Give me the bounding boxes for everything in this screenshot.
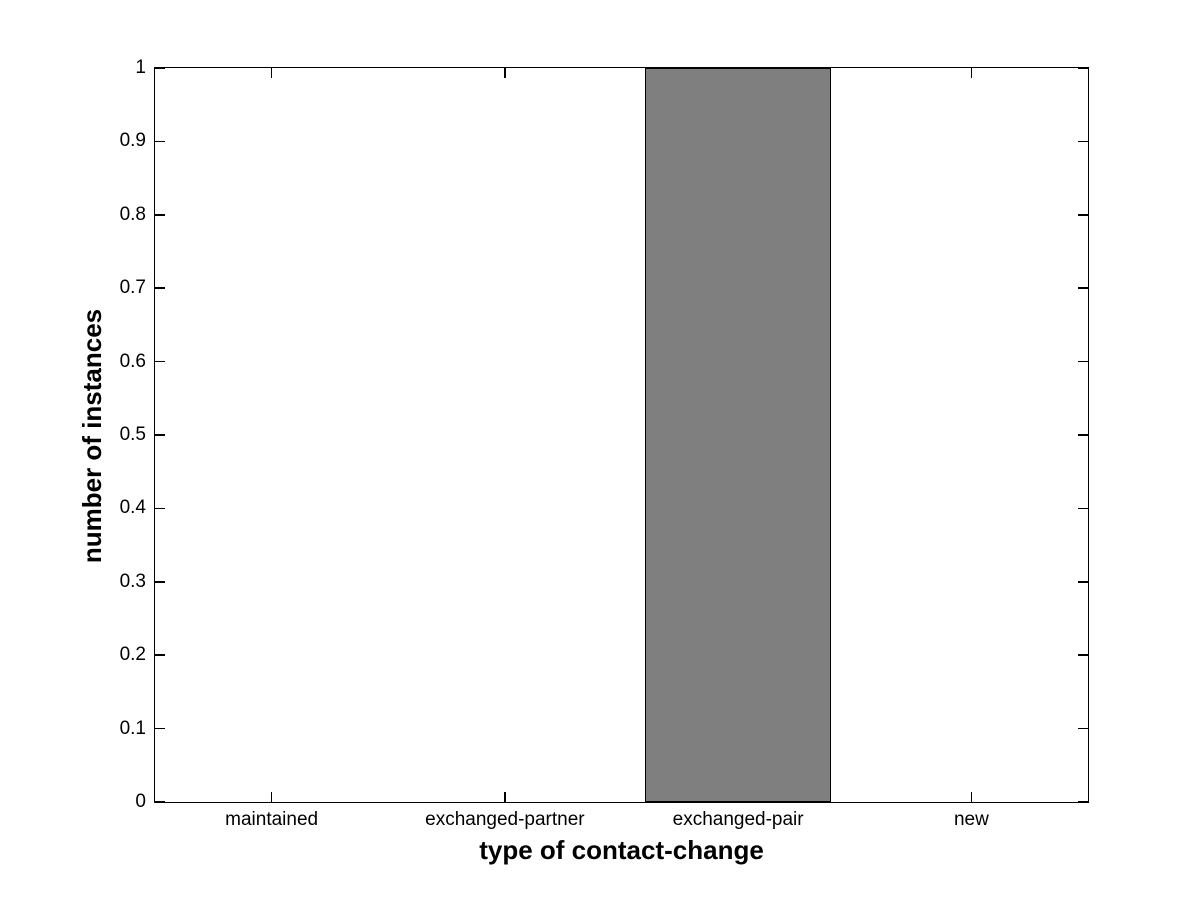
y-tick-mark-right: [1078, 434, 1088, 436]
bar-exchanged-pair: [644, 68, 832, 802]
x-tick-mark-top: [970, 68, 973, 78]
y-tick-mark-left: [155, 67, 165, 69]
y-tick-label: 1: [135, 57, 146, 78]
y-tick-label: 0.7: [119, 277, 146, 299]
y-tick-label: 0.1: [119, 717, 146, 739]
y-tick-mark-right: [1078, 581, 1088, 583]
y-tick-mark-left: [155, 801, 165, 803]
y-tick-mark-right: [1078, 507, 1088, 510]
x-axis-label: type of contact-change: [479, 835, 764, 865]
x-tick-label: new: [953, 809, 989, 830]
x-tick-mark-bottom: [970, 792, 973, 802]
y-tick-mark-right: [1078, 801, 1088, 803]
y-tick-label: 0: [135, 791, 146, 812]
x-tick-mark-top: [270, 68, 273, 78]
x-tick-mark-top: [504, 68, 506, 78]
y-tick-mark-left: [155, 287, 165, 289]
y-tick-mark-left: [155, 654, 165, 656]
plot-area: [154, 67, 1089, 803]
y-tick-mark-right: [1078, 214, 1088, 216]
y-tick-mark-left: [155, 140, 165, 143]
y-tick-mark-left: [155, 727, 165, 730]
y-tick-label: 0.2: [119, 644, 146, 666]
x-tick-mark-bottom: [504, 792, 506, 802]
y-tick-mark-right: [1078, 287, 1088, 289]
y-tick-mark-right: [1078, 140, 1088, 143]
x-tick-mark-bottom: [270, 792, 273, 802]
x-tick-label: exchanged-partner: [425, 809, 585, 830]
y-tick-label: 0.4: [119, 497, 146, 519]
y-tick-mark-left: [155, 581, 165, 583]
y-tick-mark-left: [155, 434, 165, 436]
y-tick-mark-left: [155, 214, 165, 216]
x-tick-label: maintained: [225, 809, 319, 830]
y-tick-mark-right: [1078, 727, 1088, 730]
y-tick-label: 0.3: [119, 570, 146, 592]
y-tick-mark-right: [1078, 654, 1088, 656]
y-tick-mark-right: [1078, 360, 1088, 363]
y-tick-label: 0.5: [119, 424, 146, 445]
y-tick-mark-left: [155, 507, 165, 510]
y-tick-label: 0.6: [119, 350, 146, 372]
x-tick-label: exchanged-pair: [672, 809, 804, 830]
y-tick-mark-right: [1078, 67, 1088, 69]
y-tick-label: 0.8: [119, 203, 146, 225]
y-tick-mark-left: [155, 360, 165, 363]
y-tick-label: 0.9: [119, 130, 146, 152]
